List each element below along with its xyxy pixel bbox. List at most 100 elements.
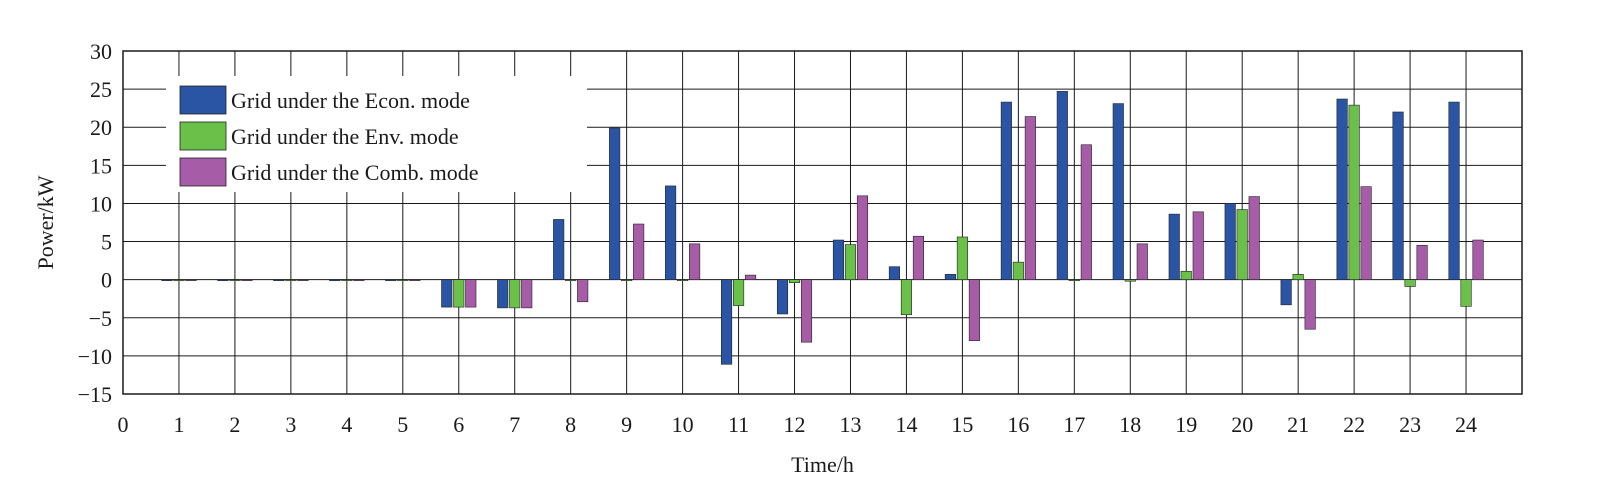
bar-2-t10 bbox=[677, 279, 689, 281]
bar-3-t10 bbox=[689, 243, 701, 280]
bar-2-t3 bbox=[285, 279, 297, 281]
y-tick-label: −15 bbox=[78, 382, 112, 407]
y-tick-label: 5 bbox=[101, 230, 112, 255]
bar-2-t2 bbox=[229, 279, 241, 281]
x-tick-label: 23 bbox=[1399, 412, 1421, 437]
bar-1-t5 bbox=[385, 279, 397, 281]
bar-2-t4 bbox=[341, 279, 353, 281]
bar-3-t23 bbox=[1416, 245, 1428, 280]
bar-2-t17 bbox=[1068, 279, 1080, 281]
y-tick-label: 15 bbox=[90, 153, 112, 178]
bar-3-t9 bbox=[633, 223, 645, 280]
x-tick-label: 12 bbox=[784, 412, 806, 437]
bar-2-t1 bbox=[173, 279, 185, 281]
legend-swatch-2 bbox=[179, 121, 227, 151]
x-tick-label: 17 bbox=[1063, 412, 1085, 437]
x-tick-label: 18 bbox=[1119, 412, 1141, 437]
bar-2-t8 bbox=[565, 279, 577, 281]
bar-1-t22 bbox=[1336, 98, 1348, 280]
y-tick-label: 30 bbox=[90, 39, 112, 64]
bar-3-t7 bbox=[521, 279, 533, 309]
y-tick-label: −5 bbox=[89, 306, 112, 331]
x-tick-label: 14 bbox=[895, 412, 917, 437]
legend-label-1: Grid under the Econ. mode bbox=[231, 88, 470, 113]
bar-3-t19 bbox=[1192, 211, 1204, 280]
bar-3-t5 bbox=[409, 279, 421, 281]
bar-1-t6 bbox=[441, 279, 453, 308]
bar-3-t2 bbox=[241, 279, 253, 281]
x-tick-label: 22 bbox=[1343, 412, 1365, 437]
x-tick-label: 3 bbox=[285, 412, 296, 437]
bar-3-t15 bbox=[968, 279, 980, 341]
bars bbox=[161, 91, 1484, 365]
x-axis-label: Time/h bbox=[791, 452, 854, 477]
y-tick-label: −10 bbox=[78, 344, 112, 369]
x-tick-label: 20 bbox=[1231, 412, 1253, 437]
bar-2-t16 bbox=[1012, 261, 1024, 280]
bar-3-t6 bbox=[465, 279, 477, 308]
legend-label-2: Grid under the Env. mode bbox=[231, 124, 459, 149]
bar-1-t18 bbox=[1112, 103, 1124, 280]
bar-2-t7 bbox=[509, 279, 521, 309]
bar-2-t14 bbox=[900, 279, 912, 316]
x-tick-label: 19 bbox=[1175, 412, 1197, 437]
bar-2-t23 bbox=[1404, 279, 1416, 287]
bar-1-t1 bbox=[161, 279, 173, 281]
x-tick-label: 24 bbox=[1455, 412, 1477, 437]
legend-swatch-1 bbox=[179, 85, 227, 115]
bar-1-t7 bbox=[497, 279, 509, 309]
bar-2-t12 bbox=[788, 279, 801, 284]
bar-1-t12 bbox=[776, 279, 789, 315]
bar-1-t14 bbox=[888, 266, 900, 280]
bar-3-t4 bbox=[353, 279, 365, 281]
bar-2-t11 bbox=[733, 279, 745, 306]
y-tick-label: 0 bbox=[101, 268, 112, 293]
bar-1-t9 bbox=[609, 127, 621, 280]
bar-1-t3 bbox=[273, 279, 285, 281]
bar-2-t18 bbox=[1124, 279, 1136, 282]
bar-3-t21 bbox=[1304, 279, 1316, 330]
bar-1-t10 bbox=[665, 185, 677, 280]
bar-1-t11 bbox=[721, 279, 733, 365]
x-tick-label: 15 bbox=[951, 412, 973, 437]
bar-3-t3 bbox=[297, 279, 309, 281]
x-tick-label: 9 bbox=[621, 412, 632, 437]
bar-2-t24 bbox=[1460, 279, 1472, 307]
bar-2-t20 bbox=[1236, 209, 1248, 280]
x-tick-label: 1 bbox=[173, 412, 184, 437]
x-tick-label: 6 bbox=[453, 412, 464, 437]
x-tick-label: 4 bbox=[341, 412, 352, 437]
bar-1-t16 bbox=[1000, 101, 1012, 280]
x-tick-labels: 0 1 2 3 4 5 6 7 8 9 10 11 12 13 14 15 16 17 18 19 20 21 22 23 24 bbox=[118, 412, 1478, 437]
bar-3-t13 bbox=[856, 195, 869, 280]
bar-1-t4 bbox=[329, 279, 341, 281]
bar-3-t17 bbox=[1080, 144, 1092, 280]
legend-label-3: Grid under the Comb. mode bbox=[231, 160, 478, 185]
bar-1-t2 bbox=[217, 279, 229, 281]
y-tick-label: 25 bbox=[90, 77, 112, 102]
bar-1-t8 bbox=[553, 219, 565, 280]
bar-1-t24 bbox=[1448, 101, 1460, 280]
bar-1-t20 bbox=[1224, 203, 1236, 280]
bar-3-t24 bbox=[1472, 239, 1484, 280]
legend-background bbox=[166, 76, 587, 192]
plot-frame bbox=[122, 50, 1523, 395]
x-tick-label: 7 bbox=[509, 412, 520, 437]
bar-3-t22 bbox=[1360, 186, 1372, 280]
x-tick-label: 10 bbox=[672, 412, 694, 437]
bar-3-t12 bbox=[800, 279, 813, 343]
y-tick-label: 10 bbox=[90, 191, 112, 216]
x-tick-label: 13 bbox=[839, 412, 861, 437]
x-tick-label: 21 bbox=[1287, 412, 1309, 437]
bar-1-t15 bbox=[944, 274, 956, 280]
bar-3-t11 bbox=[745, 274, 757, 280]
y-tick-labels: 30 25 20 15 10 5 0 −5 −10 −15 bbox=[78, 39, 112, 407]
bar-2-t22 bbox=[1348, 104, 1360, 280]
bar-3-t8 bbox=[577, 279, 589, 303]
x-tick-label: 16 bbox=[1007, 412, 1029, 437]
bar-3-t14 bbox=[912, 235, 924, 280]
x-tick-label: 11 bbox=[728, 412, 749, 437]
bar-1-t23 bbox=[1392, 111, 1404, 280]
bar-1-t19 bbox=[1168, 213, 1180, 280]
